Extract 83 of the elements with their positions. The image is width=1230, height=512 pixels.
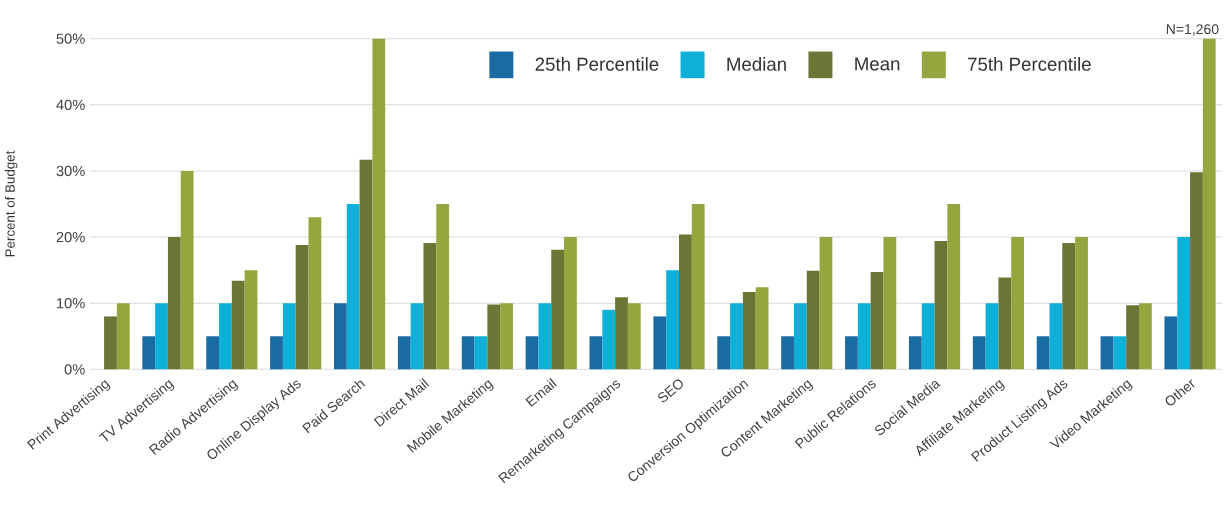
bar (1190, 172, 1203, 370)
legend-label: Median (727, 57, 786, 71)
bar (806, 270, 820, 370)
y-tick-label: 10% (57, 298, 85, 309)
bar (461, 336, 475, 370)
bar (538, 303, 552, 370)
y-tick-label: 30% (56, 165, 85, 177)
bar (295, 245, 309, 370)
bar (679, 234, 692, 370)
bar (500, 303, 513, 370)
bar (1062, 243, 1076, 370)
bar (883, 237, 897, 370)
bar (346, 204, 360, 370)
y-tick-label: 40% (56, 99, 85, 110)
bar (870, 272, 884, 370)
bar (934, 241, 948, 370)
bar (1113, 336, 1127, 370)
bar (819, 237, 833, 370)
bar (1164, 316, 1178, 370)
bar (1011, 237, 1025, 370)
bar (972, 336, 986, 370)
bar (742, 291, 756, 370)
bar (985, 303, 999, 370)
y-tick-label: 20% (56, 231, 85, 243)
bar (1049, 303, 1063, 370)
bar (666, 270, 680, 370)
bar (1177, 237, 1191, 370)
bar (436, 204, 450, 370)
bar (998, 277, 1012, 370)
bar (627, 303, 641, 370)
bar (219, 303, 232, 370)
bar (793, 303, 807, 370)
bar (691, 204, 705, 370)
bar (589, 336, 603, 370)
text: N=1,260 (1166, 24, 1219, 36)
bar (244, 270, 258, 370)
bar (1075, 237, 1088, 370)
bar (781, 336, 794, 370)
bar (602, 309, 616, 370)
bar (908, 336, 922, 370)
bar (1036, 336, 1050, 370)
bar (845, 336, 858, 370)
bar (474, 336, 488, 370)
legend-label: 25th Percentile (535, 57, 659, 71)
bar (167, 237, 181, 370)
bar (333, 303, 347, 370)
bar (653, 316, 667, 370)
y-tick-label: 50% (56, 33, 85, 44)
legend-label: 75th Percentile (968, 57, 1091, 71)
bar (564, 237, 577, 370)
bar (755, 287, 769, 370)
legend-label: Mean (855, 57, 900, 71)
bar (857, 303, 871, 370)
bar (206, 336, 220, 370)
bar (487, 304, 501, 370)
bar (1138, 303, 1152, 370)
y-tick-label: 0% (64, 364, 85, 375)
bar (525, 336, 539, 370)
bar (142, 336, 156, 370)
bar (717, 336, 731, 370)
bar (1100, 336, 1114, 370)
bar (615, 297, 628, 370)
bar (423, 243, 437, 370)
bar (1202, 38, 1216, 370)
bar (180, 170, 194, 370)
bar (730, 303, 743, 370)
bar (947, 204, 961, 370)
bar (921, 303, 935, 370)
bar (410, 303, 424, 370)
bar (551, 249, 565, 370)
bar (372, 38, 386, 370)
bar (270, 336, 283, 370)
x-tick-label: SEO (658, 379, 683, 403)
bar (282, 303, 296, 370)
bar (231, 280, 245, 370)
bar (359, 159, 373, 370)
bar (116, 303, 130, 370)
bar (308, 217, 322, 370)
bar (1126, 305, 1139, 370)
bar (104, 316, 117, 370)
bar (397, 336, 411, 370)
bar (155, 303, 168, 370)
y-axis-title: Percent of Budget (4, 150, 18, 257)
